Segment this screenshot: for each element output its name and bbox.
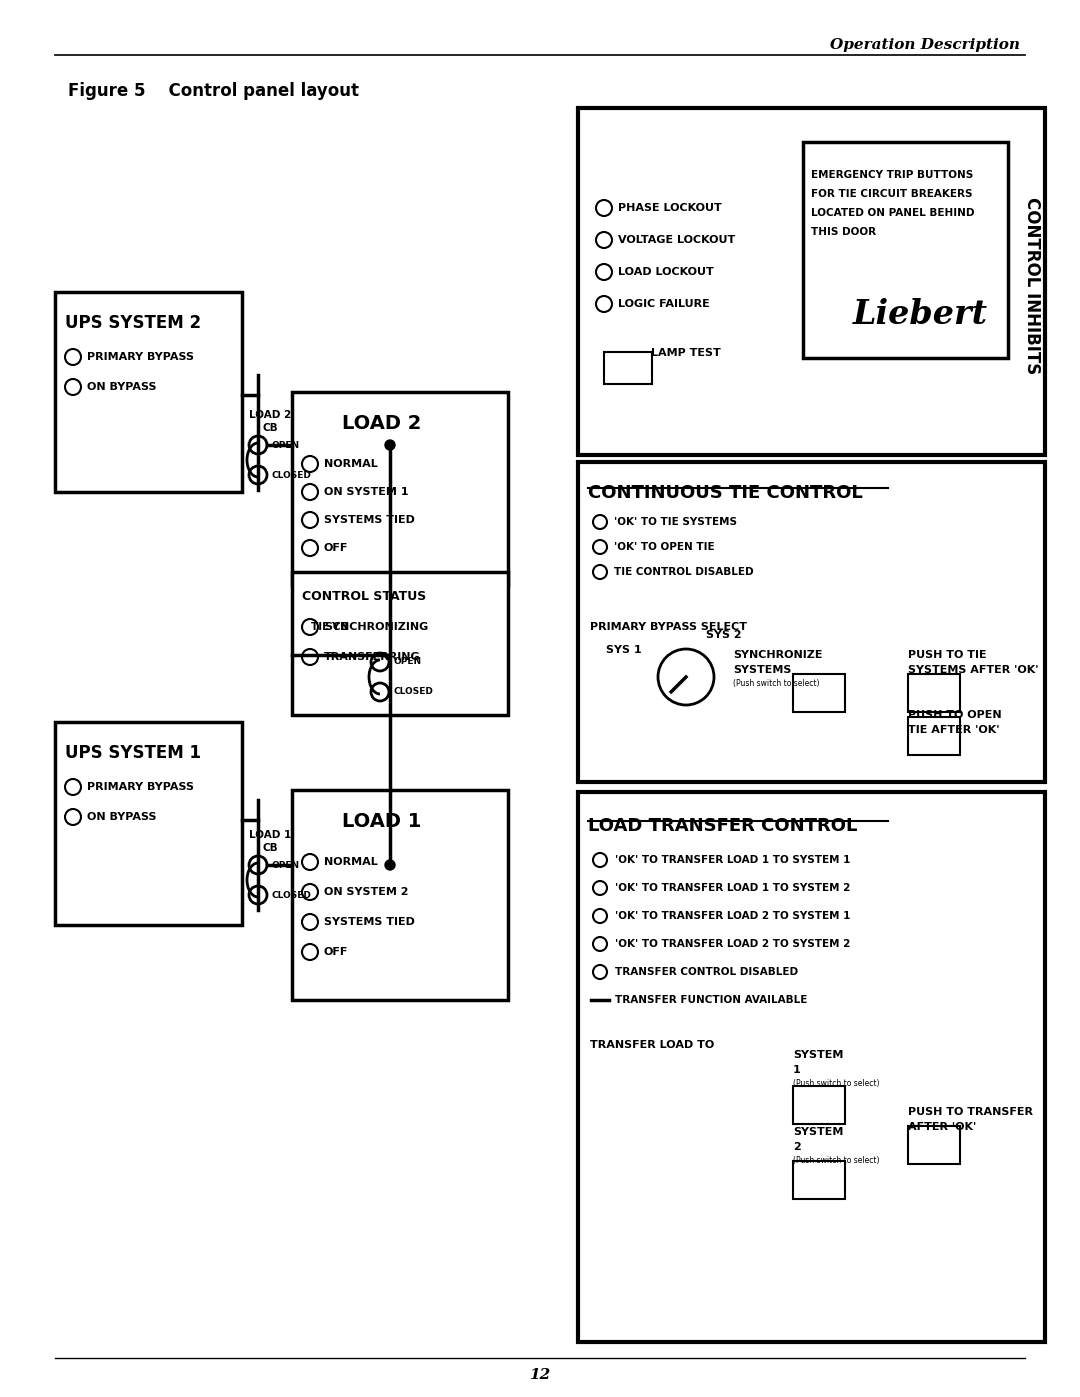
Text: ON BYPASS: ON BYPASS [87, 812, 157, 821]
Text: 'OK' TO OPEN TIE: 'OK' TO OPEN TIE [615, 542, 715, 552]
Text: FOR TIE CIRCUIT BREAKERS: FOR TIE CIRCUIT BREAKERS [811, 189, 972, 198]
Text: SYSTEMS TIED: SYSTEMS TIED [324, 515, 415, 525]
Text: AFTER 'OK': AFTER 'OK' [908, 1122, 976, 1132]
Text: PRIMARY BYPASS SELECT: PRIMARY BYPASS SELECT [590, 622, 747, 631]
Text: (Push switch to select): (Push switch to select) [733, 679, 820, 687]
Circle shape [384, 861, 395, 870]
FancyBboxPatch shape [55, 722, 242, 925]
Text: OPEN: OPEN [272, 861, 300, 869]
Text: SYSTEMS TIED: SYSTEMS TIED [324, 916, 415, 928]
Text: UPS SYSTEM 2: UPS SYSTEM 2 [65, 314, 201, 332]
Text: TIE CONTROL DISABLED: TIE CONTROL DISABLED [615, 567, 754, 577]
FancyBboxPatch shape [793, 1085, 845, 1125]
FancyBboxPatch shape [292, 789, 508, 1000]
Text: EMERGENCY TRIP BUTTONS: EMERGENCY TRIP BUTTONS [811, 170, 973, 180]
Text: CONTINUOUS TIE CONTROL: CONTINUOUS TIE CONTROL [588, 483, 863, 502]
Text: OFF: OFF [324, 543, 349, 553]
Text: PUSH TO TRANSFER: PUSH TO TRANSFER [908, 1106, 1032, 1118]
Text: PUSH TO TIE: PUSH TO TIE [908, 650, 987, 659]
Text: SYNCHRONIZE: SYNCHRONIZE [733, 650, 823, 659]
FancyBboxPatch shape [578, 108, 1045, 455]
Circle shape [384, 440, 395, 450]
FancyBboxPatch shape [55, 292, 242, 492]
FancyBboxPatch shape [793, 1161, 845, 1199]
Text: SYS 2: SYS 2 [706, 630, 742, 640]
FancyBboxPatch shape [578, 462, 1045, 782]
FancyBboxPatch shape [292, 571, 508, 715]
FancyBboxPatch shape [908, 673, 960, 712]
Text: OFF: OFF [324, 947, 349, 957]
Text: TRANSFER CONTROL DISABLED: TRANSFER CONTROL DISABLED [615, 967, 798, 977]
Text: 'OK' TO TIE SYSTEMS: 'OK' TO TIE SYSTEMS [615, 517, 737, 527]
FancyBboxPatch shape [793, 673, 845, 712]
Text: LOAD 1: LOAD 1 [342, 812, 421, 831]
Text: TIE CB: TIE CB [311, 622, 349, 631]
Text: 'OK' TO TRANSFER LOAD 1 TO SYSTEM 1: 'OK' TO TRANSFER LOAD 1 TO SYSTEM 1 [615, 855, 850, 865]
Text: VOLTAGE LOCKOUT: VOLTAGE LOCKOUT [618, 235, 735, 244]
Text: PRIMARY BYPASS: PRIMARY BYPASS [87, 352, 194, 362]
Text: PHASE LOCKOUT: PHASE LOCKOUT [618, 203, 721, 212]
Text: CLOSED: CLOSED [272, 890, 312, 900]
Text: NORMAL: NORMAL [324, 856, 378, 868]
Text: LOAD 1: LOAD 1 [248, 830, 292, 840]
Text: SYSTEMS AFTER 'OK': SYSTEMS AFTER 'OK' [908, 665, 1039, 675]
Text: CLOSED: CLOSED [272, 471, 312, 479]
Text: TRANSFERRING: TRANSFERRING [324, 652, 420, 662]
FancyBboxPatch shape [908, 717, 960, 754]
Text: CB: CB [262, 423, 278, 433]
Text: SYSTEM: SYSTEM [793, 1127, 843, 1137]
Text: TRANSFER LOAD TO: TRANSFER LOAD TO [590, 1039, 714, 1051]
Text: LOGIC FAILURE: LOGIC FAILURE [618, 299, 710, 309]
Text: 12: 12 [529, 1368, 551, 1382]
Text: CONTROL INHIBITS: CONTROL INHIBITS [1023, 197, 1041, 374]
Text: 1: 1 [793, 1065, 800, 1076]
Text: 'OK' TO TRANSFER LOAD 1 TO SYSTEM 2: 'OK' TO TRANSFER LOAD 1 TO SYSTEM 2 [615, 883, 850, 893]
Text: LOAD 2: LOAD 2 [248, 409, 292, 420]
Text: TIE AFTER 'OK': TIE AFTER 'OK' [908, 725, 999, 735]
Text: PUSH TO OPEN: PUSH TO OPEN [908, 710, 1001, 719]
FancyBboxPatch shape [908, 1126, 960, 1164]
Text: 2: 2 [793, 1141, 800, 1153]
FancyBboxPatch shape [578, 792, 1045, 1343]
Text: SYSTEM: SYSTEM [793, 1051, 843, 1060]
Text: SYSTEMS: SYSTEMS [733, 665, 792, 675]
Text: SYNCHRONIZING: SYNCHRONIZING [324, 622, 429, 631]
Text: Figure 5    Control panel layout: Figure 5 Control panel layout [68, 82, 359, 101]
Text: LOAD LOCKOUT: LOAD LOCKOUT [618, 267, 714, 277]
Text: (Push switch to select): (Push switch to select) [793, 1155, 879, 1165]
Text: CLOSED: CLOSED [394, 687, 434, 697]
Text: PRIMARY BYPASS: PRIMARY BYPASS [87, 782, 194, 792]
Text: CB: CB [262, 842, 278, 854]
Text: (Push switch to select): (Push switch to select) [793, 1078, 879, 1088]
Text: LOAD TRANSFER CONTROL: LOAD TRANSFER CONTROL [588, 817, 858, 835]
Text: LAMP TEST: LAMP TEST [651, 348, 720, 358]
Text: OPEN: OPEN [272, 440, 300, 450]
Text: ON SYSTEM 1: ON SYSTEM 1 [324, 488, 408, 497]
Text: 'OK' TO TRANSFER LOAD 2 TO SYSTEM 2: 'OK' TO TRANSFER LOAD 2 TO SYSTEM 2 [615, 939, 850, 949]
Text: ON SYSTEM 2: ON SYSTEM 2 [324, 887, 408, 897]
Text: TRANSFER FUNCTION AVAILABLE: TRANSFER FUNCTION AVAILABLE [615, 995, 808, 1004]
FancyBboxPatch shape [292, 393, 508, 585]
Text: 'OK' TO TRANSFER LOAD 2 TO SYSTEM 1: 'OK' TO TRANSFER LOAD 2 TO SYSTEM 1 [615, 911, 850, 921]
Text: CONTROL STATUS: CONTROL STATUS [302, 590, 427, 604]
FancyBboxPatch shape [804, 142, 1008, 358]
FancyBboxPatch shape [604, 352, 652, 384]
Text: OPEN: OPEN [394, 658, 422, 666]
Text: UPS SYSTEM 1: UPS SYSTEM 1 [65, 745, 201, 761]
Text: ON BYPASS: ON BYPASS [87, 381, 157, 393]
Text: SYS 1: SYS 1 [606, 645, 642, 655]
Text: NORMAL: NORMAL [324, 460, 378, 469]
Text: Liebert: Liebert [852, 299, 987, 331]
Text: LOAD 2: LOAD 2 [342, 414, 421, 433]
Text: THIS DOOR: THIS DOOR [811, 226, 876, 237]
Text: Operation Description: Operation Description [831, 38, 1020, 52]
Text: LOCATED ON PANEL BEHIND: LOCATED ON PANEL BEHIND [811, 208, 974, 218]
